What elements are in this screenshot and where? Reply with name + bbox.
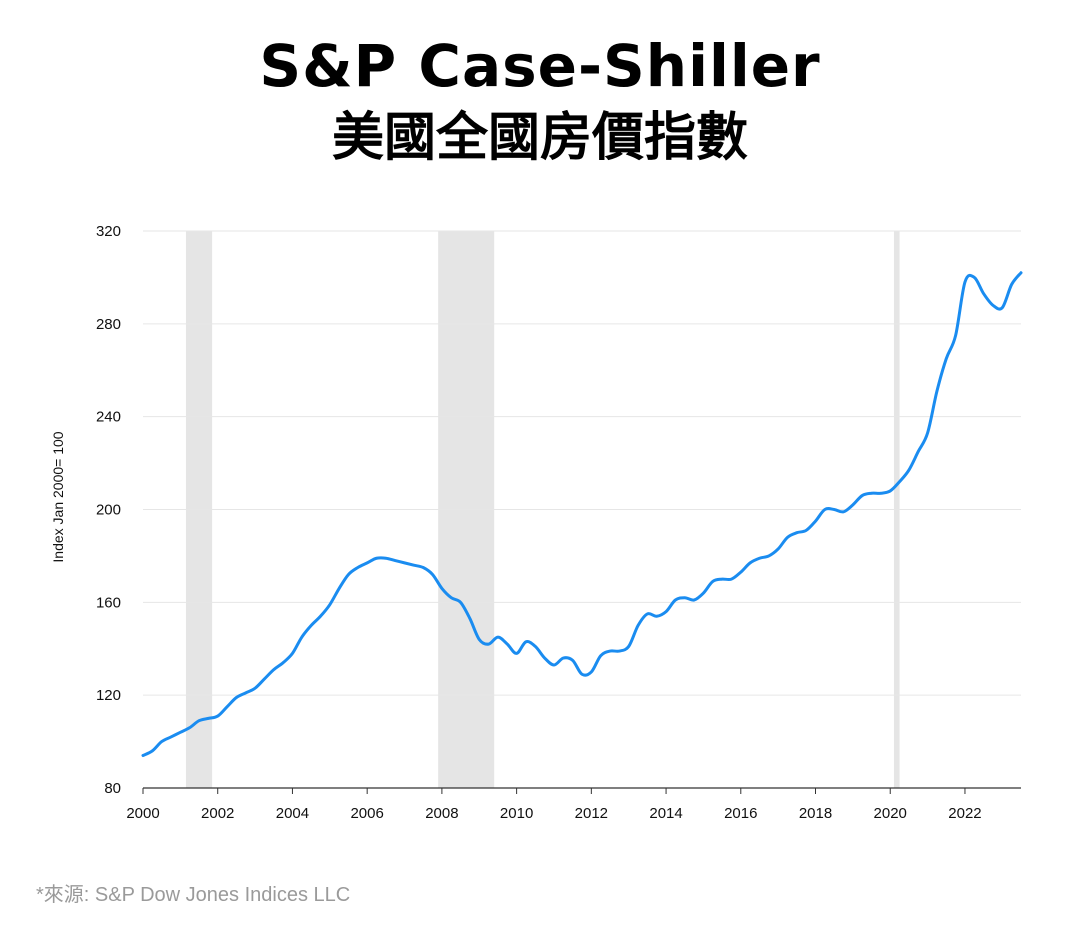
x-tick-label: 2010 (500, 805, 533, 822)
y-axis-label: Index Jan 2000= 100 (50, 431, 66, 562)
x-tick-label: 2012 (575, 805, 608, 822)
series-lines (141, 271, 1023, 758)
gridlines (143, 230, 1021, 696)
x-tick-label: 2000 (126, 805, 159, 822)
y-tick-label: 160 (96, 594, 121, 611)
y-tick-label: 240 (96, 409, 121, 426)
x-tick-label: 2020 (874, 805, 907, 822)
x-tick-label: 2022 (948, 805, 981, 822)
x-tick-label: 2004 (276, 805, 309, 822)
chart-title-line2: 美國全國房價指數 (331, 108, 748, 168)
x-tick-label: 2002 (201, 805, 234, 822)
y-tick-label: 320 (96, 223, 121, 240)
line-chart: 80 120 160 200 240 280 320 2000 2002 2004 2006 2008… (50, 223, 1023, 822)
source-note: *來源: S&P Dow Jones Indices LLC (36, 884, 351, 906)
axes: 80 120 160 200 240 280 320 2000 2002 2004 2006 2008… (96, 223, 1021, 822)
y-tick-label: 120 (96, 687, 121, 704)
x-tick-label: 2008 (425, 805, 458, 822)
x-tick-label: 2016 (724, 805, 757, 822)
x-tick-label: 2006 (350, 805, 383, 822)
y-tick-label: 200 (96, 502, 121, 519)
y-tick-label: 80 (104, 780, 121, 797)
x-tick-label: 2014 (649, 805, 682, 822)
y-tick-label: 280 (96, 316, 121, 333)
x-tick-label: 2018 (799, 805, 832, 822)
series-line-0 (141, 271, 1023, 758)
chart-title-line1: S&P Case-Shiller (259, 32, 821, 100)
chart-title: S&P Case-Shiller 美國全國房價指數 (0, 30, 1080, 174)
